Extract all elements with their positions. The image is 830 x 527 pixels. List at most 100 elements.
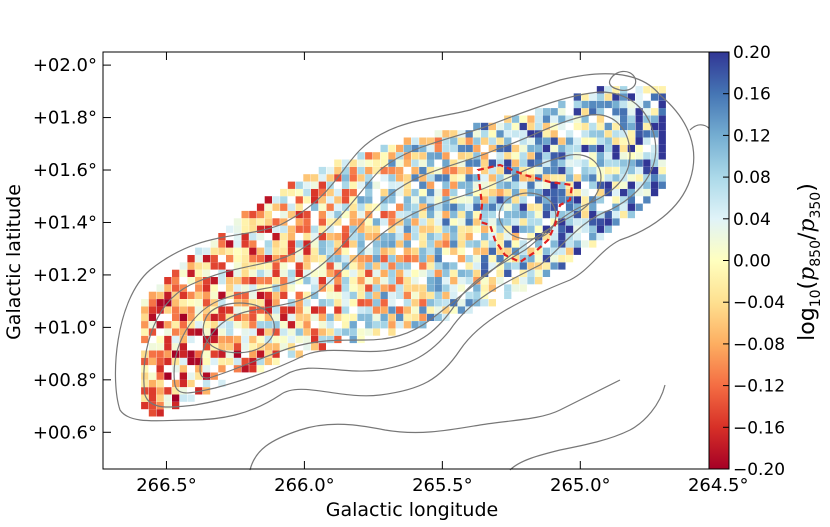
heatmap-pixel xyxy=(280,291,288,299)
heatmap-pixel xyxy=(419,152,427,160)
heatmap-pixel xyxy=(264,357,272,366)
heatmap-pixel xyxy=(326,240,334,248)
heatmap-pixel xyxy=(365,291,373,299)
heatmap-pixel xyxy=(604,86,612,94)
heatmap-pixel xyxy=(411,166,419,175)
heatmap-pixel xyxy=(589,137,597,145)
heatmap-pixel xyxy=(241,225,249,233)
heatmap-pixel xyxy=(535,225,543,233)
heatmap-pixel xyxy=(210,313,218,321)
heatmap-pixel xyxy=(256,284,265,292)
heatmap-pixel xyxy=(210,262,218,270)
heatmap-pixel xyxy=(388,291,396,299)
heatmap-pixel xyxy=(365,210,373,219)
heatmap-pixel xyxy=(210,255,218,263)
heatmap-pixel xyxy=(504,262,512,270)
heatmap-pixel xyxy=(141,306,149,314)
heatmap-pixel xyxy=(419,306,427,314)
heatmap-pixel xyxy=(419,166,427,175)
heatmap-pixel xyxy=(542,159,551,167)
heatmap-pixels xyxy=(141,86,666,417)
heatmap-pixel xyxy=(311,284,319,292)
heatmap-pixel xyxy=(488,144,496,153)
heatmap-pixel xyxy=(403,181,411,189)
heatmap-pixel xyxy=(256,328,265,336)
heatmap-pixel xyxy=(249,233,257,241)
heatmap-pixel xyxy=(450,159,458,167)
heatmap-pixel xyxy=(465,233,473,241)
heatmap-pixel xyxy=(318,188,326,197)
heatmap-pixel xyxy=(481,130,489,138)
heatmap-pixel xyxy=(148,313,157,321)
heatmap-pixel xyxy=(635,144,643,153)
heatmap-pixel xyxy=(457,174,466,182)
heatmap-pixel xyxy=(380,233,388,241)
heatmap-pixel xyxy=(388,262,396,270)
heatmap-pixel xyxy=(256,343,265,351)
heatmap-pixel xyxy=(465,299,473,307)
heatmap-pixel xyxy=(558,181,566,189)
heatmap-pixel xyxy=(511,181,520,189)
heatmap-pixel xyxy=(233,321,242,329)
heatmap-pixel xyxy=(465,159,473,167)
heatmap-pixel xyxy=(380,313,388,321)
colorbar-tick-label: −0.16 xyxy=(733,418,785,438)
heatmap-pixel xyxy=(372,291,381,299)
heatmap-pixel xyxy=(419,299,427,307)
heatmap-pixel xyxy=(202,365,211,373)
heatmap-pixel xyxy=(202,291,211,299)
heatmap-pixel xyxy=(256,269,265,277)
heatmap-pixel xyxy=(426,166,435,175)
heatmap-pixel xyxy=(233,240,242,248)
heatmap-pixel xyxy=(164,291,172,299)
heatmap-pixel xyxy=(519,203,527,211)
heatmap-pixel xyxy=(249,255,257,263)
colorbar-tick-label: 0.16 xyxy=(733,85,771,105)
heatmap-pixel xyxy=(357,299,365,307)
heatmap-pixel xyxy=(272,269,280,277)
heatmap-pixel xyxy=(256,218,265,226)
heatmap-pixel xyxy=(488,130,496,138)
heatmap-pixel xyxy=(643,86,651,94)
heatmap-pixel xyxy=(426,188,435,197)
heatmap-pixel xyxy=(511,115,520,123)
heatmap-pixel xyxy=(643,115,651,123)
heatmap-pixel xyxy=(141,321,149,329)
heatmap-pixel xyxy=(442,203,450,211)
heatmap-pixel xyxy=(550,159,558,167)
heatmap-pixel xyxy=(535,269,543,277)
heatmap-pixel xyxy=(450,188,458,197)
heatmap-pixel xyxy=(589,203,597,211)
heatmap-pixel xyxy=(581,196,589,204)
heatmap-pixel xyxy=(357,210,365,219)
heatmap-pixel xyxy=(450,306,458,314)
heatmap-pixel xyxy=(589,100,597,109)
heatmap-pixel xyxy=(465,255,473,263)
heatmap-pixel xyxy=(318,247,326,255)
heatmap-pixel xyxy=(565,203,574,211)
heatmap-pixel xyxy=(457,284,466,292)
heatmap-pixel xyxy=(372,299,381,307)
heatmap-pixel xyxy=(233,335,242,344)
heatmap-pixel xyxy=(311,343,319,351)
heatmap-pixel xyxy=(210,284,218,292)
heatmap-pixel xyxy=(256,277,265,285)
heatmap-pixel xyxy=(341,196,350,204)
heatmap-pixel xyxy=(341,306,350,314)
heatmap-pixel xyxy=(596,115,605,123)
heatmap-pixel xyxy=(249,365,257,373)
heatmap-pixel xyxy=(264,350,272,358)
heatmap-pixel xyxy=(434,166,442,175)
heatmap-pixel xyxy=(496,225,504,233)
heatmap-pixel xyxy=(156,291,164,299)
heatmap-pixel xyxy=(357,262,365,270)
heatmap-pixel xyxy=(620,203,628,211)
heatmap-pixel xyxy=(473,130,481,138)
heatmap-pixel xyxy=(388,159,396,167)
heatmap-pixel xyxy=(202,299,211,307)
heatmap-pixel xyxy=(550,130,558,138)
heatmap-pixel xyxy=(519,240,527,248)
heatmap-pixel xyxy=(565,247,574,255)
heatmap-pixel xyxy=(419,284,427,292)
heatmap-pixel xyxy=(396,188,404,197)
